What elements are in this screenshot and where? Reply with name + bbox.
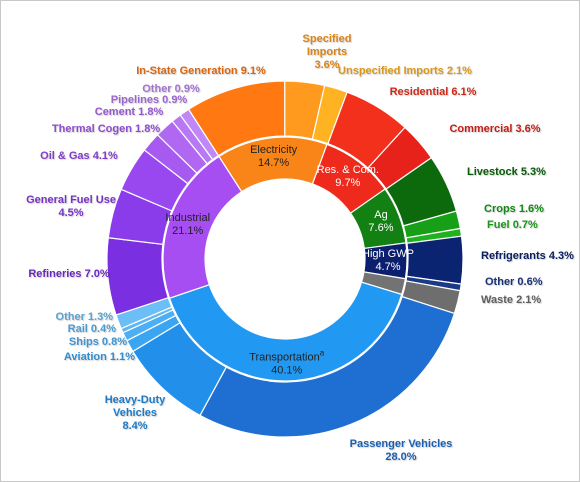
inner-label: Ag 7.6% [336,209,426,235]
outer-label: Specified Imports 3.6% [292,33,362,72]
outer-label-value: 28.0% [385,451,417,463]
outer-label: Commercial 3.6% [440,123,550,136]
inner-segment [162,155,243,299]
outer-label-name: Pipelines [110,94,160,106]
outer-label-value: 0.6% [517,276,543,288]
outer-label: Unspecified Imports 2.1% [330,65,480,78]
outer-segment [179,108,220,161]
outer-label-value: 2.1% [516,294,542,306]
outer-label-name: Thermal Cogen [51,123,132,135]
outer-label-value: 0.4% [90,323,116,335]
outer-label: Passenger Vehicles 28.0% [321,438,481,464]
outer-label-name: Livestock [467,166,518,178]
outer-label-name: Aviation [63,351,107,363]
inner-label-name: High GWP [362,247,414,260]
outer-label-name: Ships [68,336,99,348]
outer-label-value: 0.9% [162,94,188,106]
outer-label: Refineries 7.0% [9,268,129,281]
outer-label-name: Commercial [449,123,513,135]
outer-label-value: 5.3% [520,166,546,178]
outer-label-name: Unspecified Imports [338,65,444,77]
outer-label-name: Other [55,311,85,323]
outer-label: Other 0.6% [485,276,575,289]
outer-label-value: 1.6% [518,203,544,215]
outer-label-name: Crops [484,203,516,215]
outer-label: Oil & Gas 4.1% [24,150,134,163]
outer-label: Refrigerants 4.3% [481,250,580,263]
outer-label-name: Passenger Vehicles [349,438,453,450]
inner-label-name: Res. & Com. [316,164,379,177]
outer-label: Aviation 1.1% [35,351,135,364]
outer-label: General Fuel Use 4.5% [11,194,131,220]
outer-label-name: Other [485,276,515,288]
outer-label: Heavy-Duty Vehicles 8.4% [95,394,175,433]
inner-label: High GWP 4.7% [343,248,433,274]
outer-label: Residential 6.1% [378,86,488,99]
inner-label-value: 4.7% [375,260,401,273]
outer-label-value: 7.0% [84,268,110,280]
outer-label-value: 1.8% [138,106,164,118]
outer-label-name: Rail [67,323,88,335]
outer-label: Fuel 0.7% [487,219,577,232]
outer-label: Waste 2.1% [481,294,571,307]
outer-label: Crops 1.6% [484,203,574,216]
outer-label-name: Specified Imports [302,33,352,58]
outer-label-value: 3.6% [515,123,541,135]
footnote-marker: a [319,348,325,358]
outer-label-name: In-State Generation [136,65,238,77]
inner-label: Res. & Com. 9.7% [303,164,393,190]
outer-label-name: Other [142,83,172,95]
inner-label: Industrial 21.1% [143,212,233,238]
outer-label: Rail 0.4% [16,323,116,336]
inner-label-value: 9.7% [335,177,361,190]
outer-label-value: 0.7% [512,219,538,231]
outer-label-name: General Fuel Use [26,194,116,206]
outer-label-value: 1.8% [135,123,161,135]
outer-label-value: 2.1% [446,65,472,77]
inner-label-value: 21.1% [172,225,204,238]
outer-segment [199,295,456,438]
outer-label: Other 0.9% [116,83,226,96]
outer-label: In-State Generation 9.1% [116,65,286,78]
outer-label: Livestock 5.3% [467,166,577,179]
inner-label-name: Ag [374,208,388,221]
outer-label: Pipelines 0.9% [94,94,204,107]
outer-label-name: Refineries [28,268,82,280]
outer-label-name: Fuel [487,219,510,231]
outer-label-value: 0.8% [101,336,127,348]
outer-label-value: 1.1% [109,351,135,363]
outer-label-value: 0.9% [174,83,200,95]
inner-label-name: Industrial [165,212,211,225]
outer-label-value: 4.3% [548,250,574,262]
outer-label-name: Residential [389,86,449,98]
outer-label-name: Oil & Gas [40,150,90,162]
inner-label-value: 40.1% [271,364,303,377]
outer-label: Ships 0.8% [27,336,127,349]
inner-label-value: 14.7% [258,156,290,169]
inner-label-name: Electricity [250,143,298,156]
inner-segment [168,281,403,382]
inner-label: Transportationa 40.1% [242,347,332,378]
outer-label-value: 6.1% [451,86,477,98]
outer-label-value: 4.1% [92,150,118,162]
outer-label: Cement 1.8% [74,106,184,119]
outer-label-value: 3.6% [314,59,340,71]
outer-label-name: Heavy-Duty Vehicles [104,394,166,419]
outer-label-value: 1.3% [87,311,113,323]
outer-label-value: 8.4% [122,420,148,432]
inner-label-value: 7.6% [368,221,394,234]
outer-label-value: 9.1% [240,65,266,77]
outer-label-name: Cement [94,106,136,118]
outer-label-value: 4.5% [58,207,84,219]
outer-label: Thermal Cogen 1.8% [41,123,171,136]
outer-label-name: Waste [481,294,513,306]
outer-label: Other 1.3% [13,311,113,324]
outer-label-name: Refrigerants [481,250,546,262]
inner-label-name: Transportation [249,351,320,364]
inner-label: Electricity 14.7% [229,144,319,170]
